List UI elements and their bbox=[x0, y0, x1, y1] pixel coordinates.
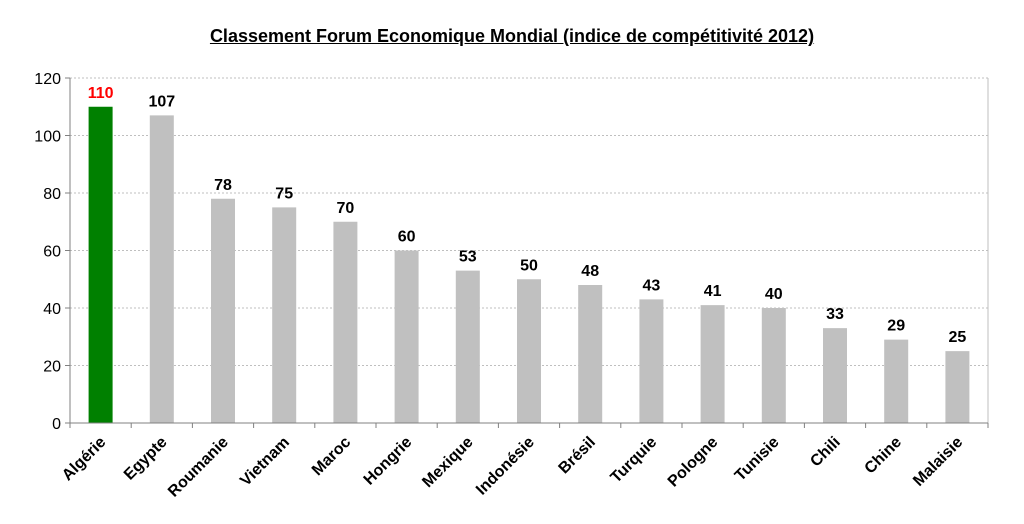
category-label: Hongrie bbox=[361, 434, 416, 489]
category-label: Mexique bbox=[419, 434, 476, 491]
bar bbox=[639, 299, 664, 423]
y-tick-label: 60 bbox=[43, 244, 61, 261]
category-label: Maroc bbox=[309, 434, 354, 479]
data-label: 75 bbox=[275, 185, 293, 202]
data-label: 25 bbox=[949, 329, 967, 346]
data-label: 60 bbox=[398, 229, 416, 246]
category-label: Vietnam bbox=[237, 434, 293, 490]
bar bbox=[455, 270, 480, 423]
category-label: Pologne bbox=[665, 434, 722, 491]
bar bbox=[578, 285, 603, 423]
category-label: Brésil bbox=[556, 434, 599, 477]
chart-title-text: Classement Forum Economique Mondial (ind… bbox=[209, 26, 815, 46]
data-label: 70 bbox=[337, 200, 355, 217]
data-label: 50 bbox=[520, 257, 538, 274]
y-tick-label: 40 bbox=[43, 301, 61, 318]
category-label: Malaisie bbox=[910, 434, 966, 490]
category-label: Roumanie bbox=[165, 434, 232, 501]
bar bbox=[884, 339, 909, 423]
bar bbox=[517, 279, 541, 423]
data-label: 53 bbox=[459, 249, 477, 266]
category-label: Chili bbox=[807, 434, 844, 471]
bar bbox=[333, 221, 358, 423]
category-label: Tunisie bbox=[732, 434, 783, 485]
data-label: 78 bbox=[214, 177, 232, 194]
category-label: Chine bbox=[862, 434, 906, 478]
bar bbox=[945, 351, 970, 423]
data-label: 41 bbox=[704, 283, 722, 300]
chart-title: Classement Forum Economique Mondial (ind… bbox=[0, 26, 1024, 47]
data-label: 48 bbox=[581, 263, 599, 280]
y-tick-label: 20 bbox=[43, 359, 61, 376]
bar bbox=[211, 198, 235, 423]
y-tick-label: 0 bbox=[52, 416, 61, 433]
y-tick-label: 100 bbox=[34, 129, 61, 146]
data-label: 107 bbox=[148, 93, 175, 110]
bar bbox=[823, 328, 847, 423]
data-label: 33 bbox=[826, 306, 844, 323]
bar bbox=[394, 250, 419, 423]
y-tick-label: 120 bbox=[34, 71, 61, 88]
data-label: 40 bbox=[765, 286, 783, 303]
bar bbox=[149, 115, 174, 423]
y-tick-label: 80 bbox=[43, 186, 61, 203]
data-label: 43 bbox=[643, 277, 661, 294]
bar bbox=[272, 207, 297, 423]
category-label: Indonésie bbox=[473, 434, 538, 499]
bar bbox=[88, 106, 113, 423]
data-label: 29 bbox=[887, 318, 905, 335]
category-label: Turquie bbox=[608, 434, 661, 487]
category-label: Egypte bbox=[121, 434, 171, 484]
bar bbox=[761, 308, 786, 423]
bar bbox=[700, 305, 725, 423]
data-label: 110 bbox=[88, 85, 114, 102]
category-label: Algérie bbox=[59, 434, 109, 484]
